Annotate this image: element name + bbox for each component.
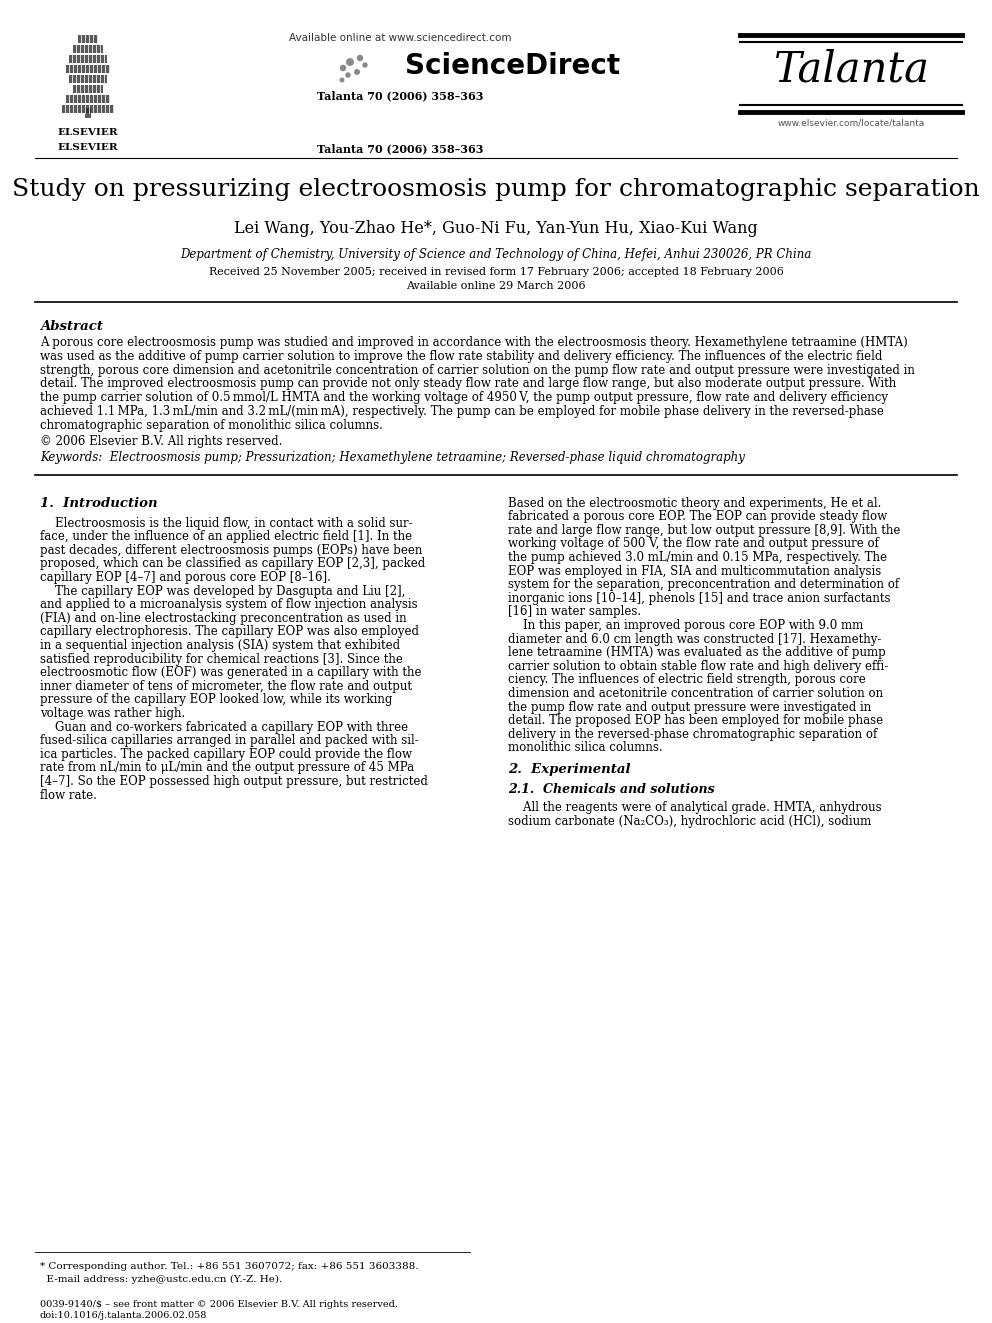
Text: The capillary EOP was developed by Dasgupta and Liu [2],: The capillary EOP was developed by Dasgu…	[40, 585, 406, 598]
Circle shape	[355, 70, 359, 74]
Text: capillary electrophoresis. The capillary EOP was also employed: capillary electrophoresis. The capillary…	[40, 626, 419, 639]
Bar	[66, 65, 110, 73]
Text: Talanta 70 (2006) 358–363: Talanta 70 (2006) 358–363	[316, 90, 483, 101]
Text: detail. The proposed EOP has been employed for mobile phase: detail. The proposed EOP has been employ…	[508, 714, 883, 728]
Text: E-mail address: yzhe@ustc.edu.cn (Y.-Z. He).: E-mail address: yzhe@ustc.edu.cn (Y.-Z. …	[40, 1275, 283, 1285]
Bar	[73, 45, 103, 53]
Text: the pump achieved 3.0 mL/min and 0.15 MPa, respectively. The: the pump achieved 3.0 mL/min and 0.15 MP…	[508, 550, 887, 564]
Text: lene tetraamine (HMTA) was evaluated as the additive of pump: lene tetraamine (HMTA) was evaluated as …	[508, 646, 886, 659]
Text: [16] in water samples.: [16] in water samples.	[508, 606, 641, 618]
Text: Guan and co-workers fabricated a capillary EOP with three: Guan and co-workers fabricated a capilla…	[40, 721, 408, 733]
Text: in a sequential injection analysis (SIA) system that exhibited: in a sequential injection analysis (SIA)…	[40, 639, 400, 652]
Text: was used as the additive of pump carrier solution to improve the flow rate stabi: was used as the additive of pump carrier…	[40, 349, 882, 363]
Text: 2.1.  Chemicals and solutions: 2.1. Chemicals and solutions	[508, 783, 714, 796]
Text: achieved 1.1 MPa, 1.3 mL/min and 3.2 mL/(min mA), respectively. The pump can be : achieved 1.1 MPa, 1.3 mL/min and 3.2 mL/…	[40, 405, 884, 418]
Text: fused-silica capillaries arranged in parallel and packed with sil-: fused-silica capillaries arranged in par…	[40, 734, 419, 747]
Text: Keywords:  Electroosmosis pump; Pressurization; Hexamethylene tetraamine; Revers: Keywords: Electroosmosis pump; Pressuriz…	[40, 451, 745, 463]
Text: Lei Wang, You-Zhao He*, Guo-Ni Fu, Yan-Yun Hu, Xiao-Kui Wang: Lei Wang, You-Zhao He*, Guo-Ni Fu, Yan-Y…	[234, 220, 758, 237]
Text: Abstract: Abstract	[40, 320, 103, 333]
Bar	[85, 108, 91, 118]
Text: (FIA) and on-line electrostacking preconcentration as used in: (FIA) and on-line electrostacking precon…	[40, 611, 407, 624]
Text: www.elsevier.com/locate/talanta: www.elsevier.com/locate/talanta	[778, 118, 925, 127]
Text: working voltage of 500 V, the flow rate and output pressure of: working voltage of 500 V, the flow rate …	[508, 537, 879, 550]
Text: 1.  Introduction: 1. Introduction	[40, 496, 158, 509]
Text: Electroosmosis is the liquid flow, in contact with a solid sur-: Electroosmosis is the liquid flow, in co…	[40, 516, 413, 529]
Circle shape	[340, 78, 344, 82]
Text: dimension and acetonitrile concentration of carrier solution on: dimension and acetonitrile concentration…	[508, 687, 883, 700]
Text: Available online 29 March 2006: Available online 29 March 2006	[406, 280, 586, 291]
Text: carrier solution to obtain stable flow rate and high delivery effi-: carrier solution to obtain stable flow r…	[508, 660, 888, 673]
Text: Talanta: Talanta	[773, 48, 929, 90]
Text: the pump carrier solution of 0.5 mmol/L HMTA and the working voltage of 4950 V, : the pump carrier solution of 0.5 mmol/L …	[40, 392, 888, 405]
Circle shape	[357, 56, 362, 61]
Text: 0039-9140/$ – see front matter © 2006 Elsevier B.V. All rights reserved.: 0039-9140/$ – see front matter © 2006 El…	[40, 1301, 398, 1308]
Text: inorganic ions [10–14], phenols [15] and trace anion surfactants: inorganic ions [10–14], phenols [15] and…	[508, 591, 891, 605]
Text: voltage was rather high.: voltage was rather high.	[40, 706, 186, 720]
Text: 2.  Experimental: 2. Experimental	[508, 763, 631, 777]
Text: ELSEVIER: ELSEVIER	[58, 128, 118, 138]
Text: ciency. The influences of electric field strength, porous core: ciency. The influences of electric field…	[508, 673, 866, 687]
Text: ica particles. The packed capillary EOP could provide the flow: ica particles. The packed capillary EOP …	[40, 747, 412, 761]
Circle shape	[346, 73, 350, 77]
Bar	[69, 56, 107, 64]
Text: face, under the influence of an applied electric field [1]. In the: face, under the influence of an applied …	[40, 531, 412, 544]
Text: proposed, which can be classified as capillary EOP [2,3], packed: proposed, which can be classified as cap…	[40, 557, 426, 570]
Text: All the reagents were of analytical grade. HMTA, anhydrous: All the reagents were of analytical grad…	[508, 800, 882, 814]
Text: sodium carbonate (Na₂CO₃), hydrochloric acid (HCl), sodium: sodium carbonate (Na₂CO₃), hydrochloric …	[508, 815, 871, 828]
Circle shape	[340, 66, 345, 70]
Text: rate and large flow range, but low output pressure [8,9]. With the: rate and large flow range, but low outpu…	[508, 524, 901, 537]
Bar	[73, 85, 103, 93]
Text: monolithic silica columns.: monolithic silica columns.	[508, 741, 663, 754]
Bar	[69, 75, 107, 83]
Text: delivery in the reversed-phase chromatographic separation of: delivery in the reversed-phase chromatog…	[508, 728, 877, 741]
Text: [4–7]. So the EOP possessed high output pressure, but restricted: [4–7]. So the EOP possessed high output …	[40, 775, 428, 789]
Text: system for the separation, preconcentration and determination of: system for the separation, preconcentrat…	[508, 578, 899, 591]
Text: Received 25 November 2005; received in revised form 17 February 2006; accepted 1: Received 25 November 2005; received in r…	[208, 267, 784, 277]
Text: past decades, different electroosmosis pumps (EOPs) have been: past decades, different electroosmosis p…	[40, 544, 423, 557]
Circle shape	[347, 58, 353, 65]
Text: © 2006 Elsevier B.V. All rights reserved.: © 2006 Elsevier B.V. All rights reserved…	[40, 434, 283, 447]
Text: ScienceDirect: ScienceDirect	[405, 52, 620, 79]
Text: Based on the electroosmotic theory and experiments, He et al.: Based on the electroosmotic theory and e…	[508, 496, 881, 509]
Text: Available online at www.sciencedirect.com: Available online at www.sciencedirect.co…	[289, 33, 511, 44]
Text: flow rate.: flow rate.	[40, 789, 97, 802]
Text: rate from nL/min to μL/min and the output pressure of 45 MPa: rate from nL/min to μL/min and the outpu…	[40, 762, 414, 774]
Text: In this paper, an improved porous core EOP with 9.0 mm: In this paper, an improved porous core E…	[508, 619, 863, 632]
Text: detail. The improved electroosmosis pump can provide not only steady flow rate a: detail. The improved electroosmosis pump…	[40, 377, 896, 390]
Text: fabricated a porous core EOP. The EOP can provide steady flow: fabricated a porous core EOP. The EOP ca…	[508, 511, 887, 523]
Text: satisfied reproducibility for chemical reactions [3]. Since the: satisfied reproducibility for chemical r…	[40, 652, 403, 665]
Text: pressure of the capillary EOP looked low, while its working: pressure of the capillary EOP looked low…	[40, 693, 393, 706]
Text: Study on pressurizing electroosmosis pump for chromatographic separation: Study on pressurizing electroosmosis pum…	[12, 179, 980, 201]
Text: Department of Chemistry, University of Science and Technology of China, Hefei, A: Department of Chemistry, University of S…	[181, 247, 811, 261]
Text: diameter and 6.0 cm length was constructed [17]. Hexamethy-: diameter and 6.0 cm length was construct…	[508, 632, 881, 646]
Text: ELSEVIER: ELSEVIER	[58, 143, 118, 152]
Text: electroosmotic flow (EOF) was generated in a capillary with the: electroosmotic flow (EOF) was generated …	[40, 667, 422, 679]
Bar	[66, 95, 110, 103]
Bar	[62, 105, 114, 112]
Text: and applied to a microanalysis system of flow injection analysis: and applied to a microanalysis system of…	[40, 598, 418, 611]
Text: chromatographic separation of monolithic silica columns.: chromatographic separation of monolithic…	[40, 419, 383, 431]
Text: * Corresponding author. Tel.: +86 551 3607072; fax: +86 551 3603388.: * Corresponding author. Tel.: +86 551 36…	[40, 1262, 419, 1271]
Text: the pump flow rate and output pressure were investigated in: the pump flow rate and output pressure w…	[508, 701, 871, 713]
Text: inner diameter of tens of micrometer, the flow rate and output: inner diameter of tens of micrometer, th…	[40, 680, 412, 693]
Bar	[78, 34, 98, 44]
Text: EOP was employed in FIA, SIA and multicommutation analysis: EOP was employed in FIA, SIA and multico…	[508, 565, 881, 578]
Text: capillary EOP [4–7] and porous core EOP [8–16].: capillary EOP [4–7] and porous core EOP …	[40, 572, 331, 583]
Text: strength, porous core dimension and acetonitrile concentration of carrier soluti: strength, porous core dimension and acet…	[40, 364, 915, 377]
Text: doi:10.1016/j.talanta.2006.02.058: doi:10.1016/j.talanta.2006.02.058	[40, 1311, 207, 1320]
Circle shape	[363, 64, 367, 67]
Text: A porous core electroosmosis pump was studied and improved in accordance with th: A porous core electroosmosis pump was st…	[40, 336, 908, 349]
Text: Talanta 70 (2006) 358–363: Talanta 70 (2006) 358–363	[316, 143, 483, 153]
